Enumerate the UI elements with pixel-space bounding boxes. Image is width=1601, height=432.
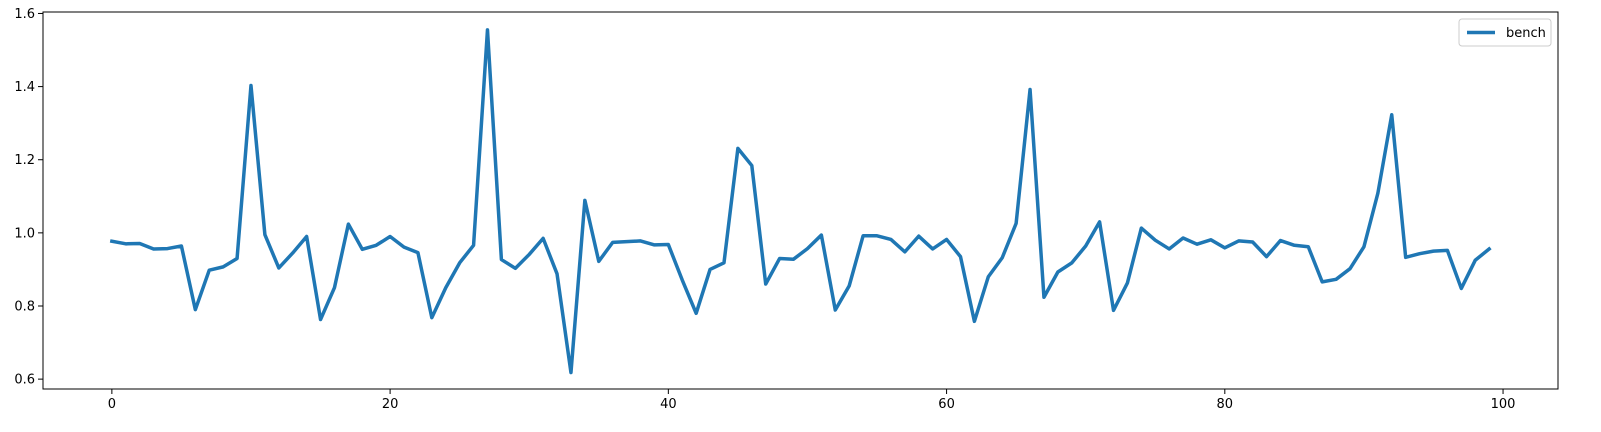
legend-box	[1458, 18, 1552, 47]
x-tick-label: 100	[1491, 397, 1516, 412]
y-tick-label: 1.6	[14, 7, 35, 22]
y-tick-label: 1.4	[14, 80, 35, 95]
axes-frame	[42, 11, 1559, 390]
x-tick-label: 80	[1217, 397, 1234, 412]
series-bench-line	[109, 28, 1492, 375]
x-tick-label: 20	[382, 397, 399, 412]
series-bench-line-group	[109, 28, 1492, 375]
y-tick-label: 0.8	[14, 299, 35, 314]
x-axis-ticks: 0 20 40 60 80 100	[108, 389, 1516, 412]
y-tick-label: 1.2	[14, 153, 35, 168]
x-tick-label: 40	[660, 397, 677, 412]
x-tick-label: 60	[938, 397, 955, 412]
x-tick-label: 0	[108, 397, 116, 412]
y-tick-label: 0.6	[14, 373, 35, 388]
y-axis-ticks: 0.6 0.8 1.0 1.2 1.4 1.6	[14, 7, 43, 388]
legend: bench	[1458, 18, 1552, 47]
y-tick-label: 1.0	[14, 226, 35, 241]
legend-label-bench: bench	[1506, 26, 1546, 41]
